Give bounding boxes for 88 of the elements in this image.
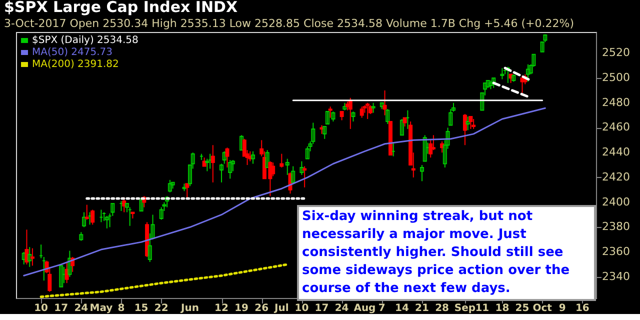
y-tick-label: 2380 [602,220,630,234]
candlestick [265,150,270,168]
line-series [40,263,289,298]
x-tick-label: 15 [134,303,148,314]
candlestick [526,64,530,82]
candlestick [159,206,164,220]
x-tick-label: 17 [314,303,329,314]
annotation: Six-day winning streak, but not necessarily a major move. Just consistently higher. Should still see some sideways price action over the course of the next few days. [302,209,570,296]
x-tick-label: 26 [254,303,269,314]
candlestick [251,150,256,164]
candlestick [386,108,390,124]
candlestick [382,90,387,116]
candlestick [400,118,404,136]
candlestick [260,140,264,157]
candlestick [104,215,109,229]
candlestick [280,153,284,168]
candlestick [210,144,215,183]
candlestick [220,163,224,183]
candlestick [271,162,276,177]
candlestick [68,250,72,278]
x-tick-label: Oct [532,303,552,314]
x-tick-label: 12 [214,303,228,314]
x-tick-label: 14 [394,303,409,314]
candlestick [472,118,476,130]
candlestick [222,150,226,164]
x-tick-label: 10 [34,303,48,314]
y-tick-label: 2440 [602,146,630,159]
x-tick-label: 19 [234,303,249,314]
candlestick [139,196,144,212]
x-tick-label: 17 [54,303,68,314]
x-tick-label: 24 [334,303,349,314]
x-tick-label: 24 [74,303,88,314]
candlestick [371,102,376,114]
candlestick [285,158,290,176]
candlestick [28,246,32,268]
legend-label: MA(50) 2475.73 [32,47,113,58]
candlestick [82,212,86,228]
legend-label: MA(200) 2391.82 [32,59,119,70]
x-tick-label: Jul [274,303,289,314]
x-tick-label: Jun [180,303,199,314]
y-tick-label: 2340 [602,270,630,283]
x-tick-label: May [90,303,114,314]
y-tick-label: 2420 [602,170,630,184]
candlestick [448,108,453,126]
candlestick [328,106,332,118]
x-tick-label: Aug [354,303,376,314]
y-tick-label: 2520 [602,46,630,60]
candlestick [185,183,190,200]
y-tick-label: 2360 [602,245,630,258]
x-tick-label: 11 [475,303,490,314]
chart-subtitle: 3-Oct-2017 Open 2530.34 High 2535.13 Low 2528.85 Close 2534.58 Volume 1.7B Chg +5.46 (+0.22%) [4,17,574,30]
candlestick [228,160,232,180]
x-tick-label: 28 [435,303,450,314]
y-tick-label: 2500 [602,70,630,84]
candlestick [422,134,427,162]
y-tick-label: 2400 [602,195,630,208]
candlestick [168,179,172,193]
x-tick-label: 21 [415,303,429,314]
candlestick [466,116,470,131]
candlestick [30,248,34,266]
candlestick [431,134,436,151]
candlestick [302,166,307,188]
chart-title: $SPX Large Cap Index INDX [4,0,238,16]
x-tick-label: 9 [558,303,566,314]
y-tick-label: 2460 [602,120,630,134]
candlestick [500,68,504,80]
x-tick-label: 8 [118,303,125,314]
candlestick [225,147,230,168]
x-tick-label: 16 [575,303,590,314]
candlestick [240,134,244,151]
x-tick-label: 10 [294,303,309,314]
candlestick [300,160,304,176]
candlestick [205,158,210,172]
candlestick [351,111,356,122]
x-tick-label: 7 [378,303,386,314]
x-tick-label: 25 [515,303,530,314]
candlestick [22,252,26,265]
candlestick [59,265,64,288]
candlestick [420,164,424,182]
candlestick [165,196,170,208]
x-tick-label: Sep [454,303,476,314]
candlestick [291,166,296,183]
x-tick-label: 18 [495,303,510,314]
legend-label: $SPX (Daily) 2534.58 [32,35,138,46]
y-tick-label: 2480 [602,96,630,109]
candlestick [305,146,310,160]
candlestick [360,106,364,118]
x-tick-label: 22 [154,303,168,314]
